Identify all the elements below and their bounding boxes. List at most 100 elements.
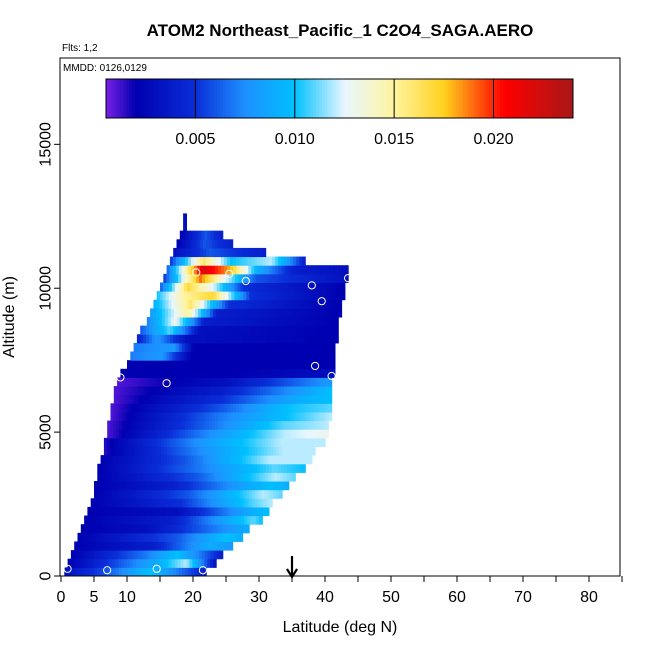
heatmap-cell — [221, 446, 226, 456]
heatmap-cell — [70, 550, 75, 560]
heatmap-cell — [336, 273, 340, 283]
heatmap-cell — [146, 446, 150, 456]
heatmap-cell — [304, 437, 308, 447]
heatmap-cell — [135, 498, 139, 508]
heatmap-cell — [73, 558, 78, 568]
heatmap-cell — [159, 368, 164, 378]
heatmap-cell — [292, 377, 296, 387]
heatmap-cell — [304, 429, 308, 439]
heatmap-cell — [205, 429, 210, 439]
heatmap-cell — [317, 308, 322, 318]
heatmap-cell — [169, 550, 173, 560]
heatmap-cell — [211, 437, 216, 447]
heatmap-cell — [136, 472, 140, 482]
heatmap-cell — [149, 317, 154, 327]
heatmap-cell — [335, 291, 340, 301]
heatmap-cell — [214, 239, 219, 249]
heatmap-cell — [151, 334, 156, 344]
heatmap-cell — [76, 567, 80, 577]
heatmap-cell — [149, 411, 153, 422]
colorbar-swatch — [120, 79, 125, 118]
heatmap-cell — [263, 325, 267, 335]
heatmap-cell — [208, 265, 213, 275]
heatmap-cell — [205, 437, 210, 447]
heatmap-cell — [196, 472, 200, 482]
heatmap-cell — [153, 489, 158, 499]
heatmap-cell — [265, 403, 270, 413]
heatmap-cell — [310, 368, 315, 378]
colorbar-swatch — [357, 79, 361, 118]
heatmap-cell — [221, 455, 225, 465]
heatmap-cell — [289, 351, 294, 361]
heatmap-cell — [210, 524, 214, 534]
heatmap-cell — [193, 342, 198, 353]
heatmap-cell — [152, 394, 157, 404]
heatmap-cell — [313, 351, 318, 361]
heatmap-cell — [171, 299, 175, 309]
heatmap-cell — [258, 291, 262, 301]
heatmap-cell — [106, 550, 111, 560]
colorbar-swatch — [435, 79, 440, 118]
heatmap-cell — [206, 532, 211, 542]
heatmap-cell — [227, 446, 232, 456]
heatmap-cell — [139, 463, 144, 473]
heatmap-cell — [187, 256, 192, 266]
heatmap-cell — [140, 325, 144, 335]
heatmap-cell — [207, 524, 211, 534]
colorbar-swatch — [374, 79, 378, 118]
heatmap-cell — [210, 282, 215, 292]
heatmap-cell — [195, 299, 199, 309]
heatmap-cell — [177, 515, 182, 525]
heatmap-cell — [128, 403, 133, 413]
heatmap-cell — [150, 489, 155, 499]
heatmap-cell — [193, 506, 197, 517]
heatmap-cell — [118, 446, 123, 456]
data-band — [70, 550, 224, 560]
heatmap-cell — [169, 429, 174, 439]
heatmap-cell — [296, 265, 301, 275]
heatmap-cell — [160, 463, 165, 473]
heatmap-cell — [198, 558, 202, 568]
heatmap-cell — [229, 420, 234, 430]
heatmap-cell — [97, 481, 101, 491]
heatmap-cell — [179, 317, 184, 327]
heatmap-cell — [200, 498, 205, 508]
heatmap-cell — [287, 463, 291, 473]
colorbar-swatch — [260, 79, 265, 118]
heatmap-cell — [256, 463, 261, 473]
heatmap-cell — [154, 437, 159, 447]
heatmap-cell — [112, 472, 116, 482]
heatmap-cell — [158, 386, 163, 396]
heatmap-cell — [241, 351, 246, 361]
heatmap-cell — [112, 558, 116, 568]
data-band — [179, 230, 224, 240]
heatmap-cell — [242, 394, 246, 404]
heatmap-cell — [142, 351, 146, 361]
heatmap-cell — [128, 420, 132, 430]
heatmap-cell — [199, 334, 204, 344]
heatmap-cell — [254, 256, 258, 266]
heatmap-cell — [278, 265, 283, 275]
heatmap-cell — [207, 481, 212, 491]
heatmap-cell — [311, 308, 316, 318]
heatmap-cell — [179, 247, 183, 258]
heatmap-cell — [178, 437, 183, 447]
heatmap-cell — [160, 342, 165, 353]
heatmap-cell — [76, 550, 81, 560]
heatmap-cell — [228, 282, 233, 292]
heatmap-cell — [326, 265, 331, 275]
heatmap-cell — [278, 256, 282, 266]
heatmap-cell — [153, 368, 158, 378]
heatmap-cell — [141, 558, 146, 568]
heatmap-cell — [184, 265, 189, 275]
heatmap-cell — [135, 515, 140, 525]
heatmap-cell — [137, 446, 141, 456]
heatmap-cell — [128, 532, 133, 542]
heatmap-cell — [198, 368, 203, 378]
heatmap-cell — [212, 532, 217, 542]
heatmap-cell — [179, 567, 183, 577]
heatmap-cell — [129, 558, 134, 568]
colorbar-swatch — [249, 79, 253, 118]
heatmap-cell — [151, 550, 155, 560]
heatmap-cell — [292, 420, 297, 430]
